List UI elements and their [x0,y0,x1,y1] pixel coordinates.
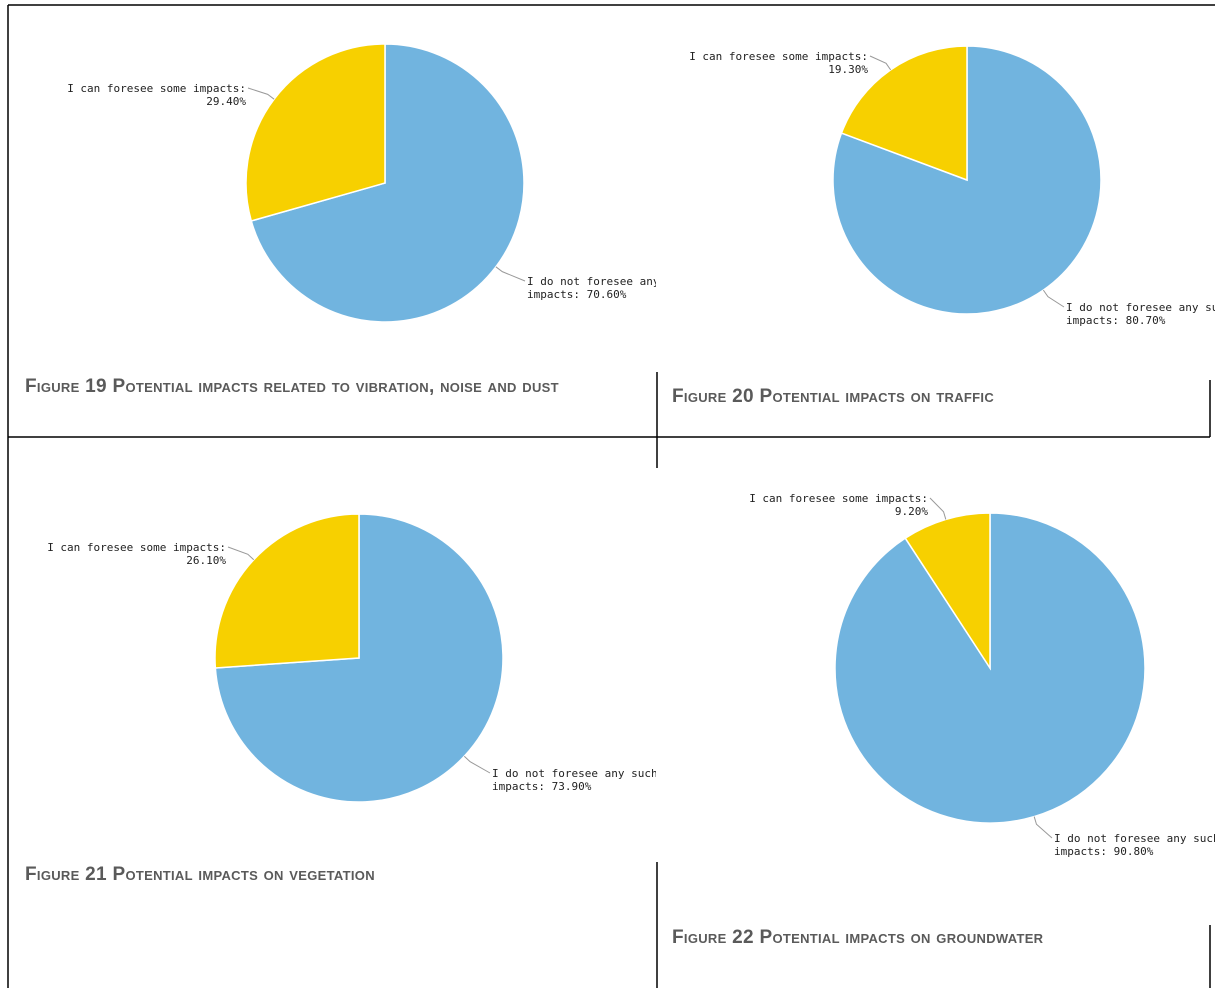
slice-label: I do not foresee any such impacts: 73.90… [492,767,656,793]
slice-value: 80.70% [1125,314,1166,327]
slice-category: I do not foresee any such impacts: [492,767,656,793]
figure-caption: Figure 19 Potential impacts related to v… [25,376,559,397]
slice-category: I can foresee some impacts: [689,50,868,63]
slice-value: 90.80% [1113,845,1154,858]
slice-category: I can foresee some impacts: [67,82,246,95]
slice-value: 29.40% [206,95,246,108]
pie-slice [245,43,386,222]
pie-chart [834,497,1146,839]
chart-panel: I do not foresee any such impacts: 90.80… [658,438,1215,988]
leader-line [869,55,892,71]
slice-label: I do not foresee any such impacts: 90.80… [1054,832,1215,858]
slice-value: 70.60% [586,288,627,301]
chart-panel: I do not foresee any such impacts: 80.70… [658,6,1215,436]
slice-label: I do not foresee any such impacts: 70.60… [527,275,656,301]
slice-value: 19.30% [828,63,868,76]
chart-panel: I do not foresee any such impacts: 70.60… [9,6,656,436]
pie-slice [214,513,360,669]
pie-slice [250,43,525,323]
leader-line [1042,289,1065,308]
leader-line [463,755,491,774]
slice-value: 26.10% [186,554,226,567]
figure-caption: Figure 20 Potential impacts on traffic [672,386,995,407]
leader-line [227,546,255,561]
leader-line [1033,816,1053,839]
slice-category: I can foresee some impacts: [749,492,928,505]
slice-value: 73.90% [551,780,592,793]
leader-line [247,87,275,100]
pie-slice [904,512,991,671]
leader-line [495,266,526,282]
slice-label: I can foresee some impacts: 9.20% [748,492,928,518]
figure-caption: Figure 21 Potential impacts on vegetatio… [25,864,375,885]
chart-panel: I do not foresee any such impacts: 73.90… [9,438,656,988]
pie-chart [214,513,504,803]
figure-caption: Figure 22 Potential impacts on groundwat… [672,927,1044,948]
pie-slice [840,45,968,182]
slice-category: I can foresee some impacts: [47,541,226,554]
slice-label: I can foresee some impacts: 19.30% [688,50,868,76]
slice-label: I do not foresee any such impacts: 80.70… [1066,301,1215,327]
slice-label: I can foresee some impacts: 29.40% [66,82,246,108]
slice-label: I can foresee some impacts: 26.10% [46,541,226,567]
slice-category: I do not foresee any such impacts: [527,275,656,301]
slice-category: I do not foresee any such impacts: [1066,301,1215,327]
pie-chart [832,45,1102,315]
slice-value: 9.20% [894,505,928,518]
pie-chart [245,43,526,323]
leader-line [929,497,947,520]
slice-category: I do not foresee any such impacts: [1054,832,1215,858]
